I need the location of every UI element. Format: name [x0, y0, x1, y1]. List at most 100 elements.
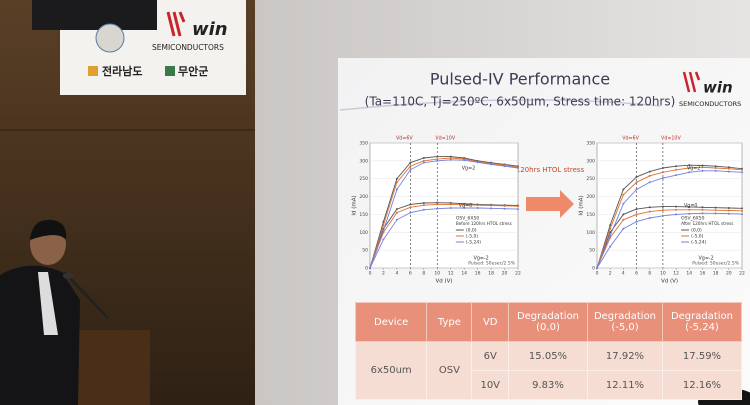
data-point [741, 209, 743, 212]
annotation: Vg=2 [687, 166, 700, 172]
legend-subtitle: Before 120hrs HTOL stress [456, 221, 512, 226]
data-point [661, 214, 664, 217]
data-point [688, 205, 691, 208]
data-point [517, 167, 519, 169]
x-axis-label: Vd (V) [435, 279, 452, 285]
banner-label: 전라남도 [102, 64, 142, 78]
data-point [395, 181, 398, 184]
data-point [635, 181, 638, 184]
y-tick-label: 350 [359, 141, 368, 147]
data-point [727, 212, 730, 215]
data-point [449, 155, 452, 158]
data-line [596, 170, 743, 269]
data-point [409, 168, 412, 171]
data-point [596, 267, 598, 269]
data-point [395, 218, 398, 221]
data-point [714, 169, 717, 172]
data-line [596, 164, 743, 269]
y-tick-label: 250 [586, 176, 595, 182]
data-point [675, 205, 678, 208]
x-tick-label: 0 [596, 271, 599, 277]
x-tick-label: 20 [502, 271, 508, 277]
annotation: Vg=-2 [474, 256, 489, 262]
reference-label: Vd=10V [661, 136, 681, 142]
legend-title: OSV_6X50 [681, 216, 705, 222]
data-point [741, 207, 743, 210]
x-tick-label: 2 [382, 271, 385, 277]
microphone-head [63, 273, 73, 279]
header-cell: Degradation (-5,24) [662, 302, 742, 342]
data-point [688, 164, 691, 167]
cell: 6V [471, 341, 509, 371]
data-point [701, 208, 704, 211]
x-tick-label: 4 [622, 271, 625, 277]
x-tick-label: 12 [448, 271, 454, 277]
results-table: Device Type VD Degradation (0,0) Degrada… [354, 302, 742, 400]
y-tick-label: 100 [586, 230, 595, 236]
x-tick-label: 8 [422, 271, 425, 277]
data-point [476, 161, 479, 164]
x-axis-label: Vd (V) [661, 279, 678, 285]
reference-label: Vd=6V [622, 136, 639, 142]
data-point [701, 212, 704, 215]
data-point [635, 175, 638, 178]
data-point [503, 204, 506, 207]
logo-mark [682, 71, 701, 93]
x-tick-label: 10 [434, 271, 440, 277]
chart-note: Pulsed: 50usec/2.5% [692, 261, 739, 267]
data-point [436, 159, 439, 162]
data-line [369, 159, 519, 269]
annotation: Vg=0 [684, 203, 697, 209]
cell: 9.83% [508, 370, 588, 400]
data-point [661, 209, 664, 212]
data-point [635, 220, 638, 223]
hair [30, 219, 67, 240]
data-point [476, 207, 479, 209]
data-point [701, 164, 704, 167]
cell: 12.11% [587, 370, 663, 400]
data-point [609, 224, 612, 227]
data-point [517, 208, 519, 211]
x-tick-label: 20 [726, 271, 732, 277]
y-tick-label: 200 [586, 194, 595, 200]
data-point [609, 227, 612, 230]
data-point [449, 158, 452, 161]
x-tick-label: 18 [488, 271, 494, 277]
data-point [382, 229, 385, 232]
data-point [449, 157, 452, 159]
reference-label: Vd=10V [435, 136, 455, 142]
x-tick-label: 6 [635, 271, 638, 277]
slide-title: Pulsed-IV Performance [430, 70, 610, 89]
data-point [409, 161, 412, 164]
data-point [741, 168, 743, 171]
data-point [609, 245, 612, 248]
shirt [38, 272, 58, 335]
data-point [409, 206, 412, 209]
legend-subtitle: After 120hrs HTOL stress [681, 221, 733, 226]
data-point [635, 208, 638, 211]
data-line [596, 212, 743, 269]
slide-logo: win [703, 79, 733, 97]
legend-entry: (-5,24) [691, 240, 706, 246]
data-point [622, 202, 625, 205]
chart-note: Pulsed: 50usec/2.5% [468, 261, 515, 267]
x-tick-label: 16 [475, 271, 481, 277]
data-point [727, 166, 730, 169]
data-point [622, 218, 625, 221]
header-cell: Degradation (-5,0) [587, 302, 663, 342]
data-point [622, 227, 625, 230]
data-point [675, 208, 678, 211]
data-point [476, 204, 479, 207]
legend-entry: (-5,0) [691, 234, 704, 240]
plot-area [596, 142, 743, 269]
data-point [648, 206, 651, 209]
x-tick-label: 18 [713, 271, 719, 277]
banner-tagline: SEMICONDUCTORS [152, 43, 224, 52]
data-point [648, 174, 651, 177]
header-cell: Type [426, 302, 473, 342]
icon [165, 66, 175, 76]
y-tick-label: 50 [362, 248, 368, 254]
data-point [422, 157, 425, 159]
data-point [422, 159, 425, 162]
legend-entry: (-5,24) [466, 240, 481, 246]
